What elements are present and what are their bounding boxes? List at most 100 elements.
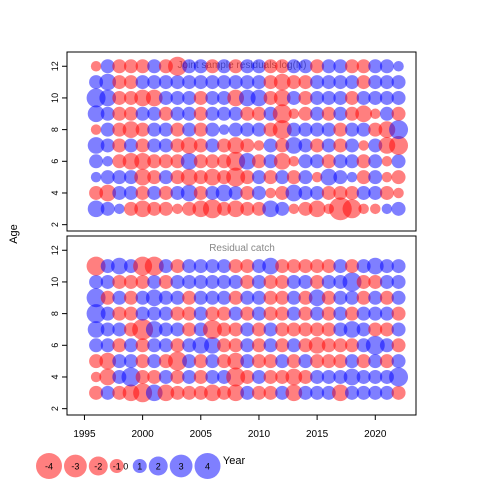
residual-bubble — [145, 89, 163, 107]
legend-bubble — [36, 453, 62, 479]
residual-bubble — [228, 122, 243, 137]
residual-bubble — [147, 154, 162, 169]
residual-bubble — [250, 89, 268, 107]
residual-bubble — [379, 59, 394, 74]
y-tick-label: 4 — [50, 374, 60, 379]
residual-bubble — [147, 369, 162, 384]
residual-bubble — [112, 185, 127, 200]
panel-frame — [66, 51, 417, 232]
x-tick-label: 2015 — [306, 429, 329, 440]
residual-bubble — [251, 122, 266, 137]
legend-label: -2 — [94, 462, 102, 472]
residual-bubble — [134, 168, 151, 186]
residual-bubble — [205, 306, 220, 321]
residual-bubble — [228, 338, 243, 353]
residual-bubble — [182, 274, 197, 289]
residual-bubble — [275, 290, 290, 305]
residual-bubble — [391, 354, 406, 369]
residual-bubble — [356, 170, 371, 185]
residual-bubble — [89, 185, 104, 200]
residual-bubble — [123, 138, 138, 153]
residual-bubble — [333, 259, 348, 274]
residual-bubble — [263, 354, 278, 369]
residual-bubble — [251, 338, 266, 353]
residual-bubble — [333, 106, 348, 121]
residual-bubble — [298, 59, 313, 74]
residual-bubble — [180, 152, 198, 170]
residual-bubble — [273, 73, 291, 91]
residual-bubble — [182, 306, 197, 321]
residual-bubble — [333, 369, 348, 384]
residual-bubble — [89, 354, 104, 369]
residual-bubble — [204, 336, 221, 354]
residual-bubble — [310, 185, 325, 200]
residual-bubble — [321, 259, 336, 274]
residual-bubble — [170, 90, 185, 105]
residual-bubble — [275, 354, 290, 369]
residual-bubble — [379, 274, 394, 289]
residual-bubble — [193, 138, 208, 153]
residual-bubble — [193, 259, 208, 274]
residual-bubble — [275, 322, 290, 337]
residual-bubble — [112, 385, 127, 400]
residual-bubble — [158, 369, 173, 384]
residual-bubble — [391, 106, 406, 121]
panel-bubbles — [86, 256, 409, 403]
residual-bubble — [320, 168, 338, 186]
residual-bubble — [356, 185, 371, 200]
residual-bubble — [379, 354, 394, 369]
residual-bubble — [218, 124, 230, 135]
residual-bubble — [112, 290, 127, 305]
residual-bubble — [202, 319, 222, 339]
residual-bubble — [158, 75, 173, 90]
residual-bubble — [358, 203, 369, 215]
residual-bubble — [135, 185, 150, 200]
residual-bubble — [182, 369, 197, 384]
residual-bubble — [158, 290, 173, 305]
residual-bubble — [100, 306, 115, 321]
residual-bubble — [227, 352, 245, 370]
legend-label: 0 — [123, 462, 128, 472]
residual-bubble — [263, 369, 278, 384]
legend-bubble — [194, 453, 221, 479]
y-tick-label: 2 — [50, 222, 60, 227]
residual-bubble — [251, 306, 266, 321]
residual-bubble — [145, 289, 163, 307]
residual-bubble — [251, 385, 266, 400]
residual-bubble — [87, 137, 105, 154]
residual-bubble — [333, 185, 348, 200]
residual-bubble — [112, 59, 127, 74]
residual-bubble — [368, 385, 383, 400]
residual-bubble — [286, 59, 301, 74]
residual-bubble — [135, 290, 150, 305]
residual-bubble — [240, 259, 255, 274]
residual-bubble — [358, 140, 369, 151]
residual-bubble — [114, 203, 125, 215]
residual-bubble — [333, 59, 348, 74]
residual-bubble — [123, 59, 138, 74]
residual-bubble — [135, 106, 150, 121]
residual-bubble — [310, 354, 325, 369]
residual-bubble — [251, 259, 266, 274]
residual-bubble — [251, 106, 266, 121]
residual-bubble — [170, 306, 185, 321]
residual-bubble — [217, 354, 232, 369]
residual-bubble — [134, 200, 151, 218]
residual-bubble — [356, 90, 371, 105]
residual-bubble — [343, 321, 361, 338]
residual-bubble — [89, 274, 104, 289]
residual-bubble — [182, 338, 197, 353]
residual-bubble — [379, 106, 394, 121]
residual-bubble — [298, 322, 313, 337]
residual-bubble — [310, 138, 325, 153]
residual-bubble — [298, 75, 313, 90]
residual-bubble — [240, 385, 255, 400]
residual-bubble — [228, 290, 243, 305]
y-tick-label: 8 — [50, 311, 60, 316]
residual-bubble — [168, 351, 188, 371]
residual-bubble — [228, 259, 243, 274]
residual-bubble — [298, 90, 313, 105]
residual-bubble — [275, 306, 290, 321]
residual-bubble — [310, 306, 325, 321]
